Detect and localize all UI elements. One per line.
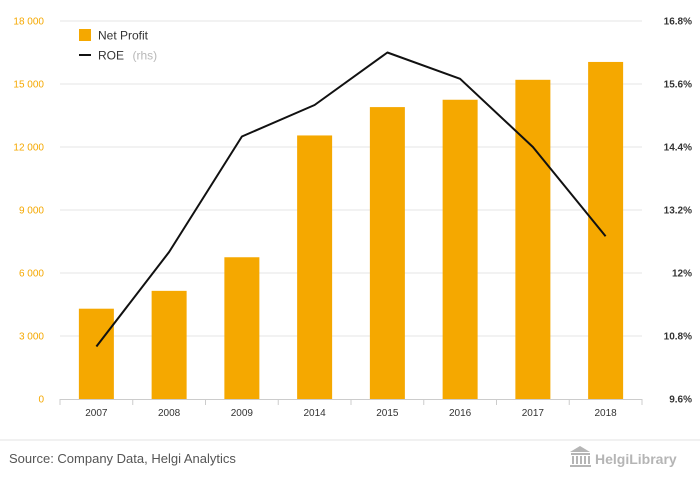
- left-tick-label: 18 000: [13, 17, 44, 28]
- right-tick-label: 14.4%: [664, 143, 692, 154]
- left-tick-label: 12 000: [13, 143, 44, 154]
- roe-line-series: [95, 51, 607, 348]
- right-axis-ticks: 9.6% 10.8% 12% 13.2% 14.4% 15.6% 16.8%: [664, 17, 692, 406]
- left-tick-label: 9 000: [19, 206, 44, 217]
- bar-net-profit-2016: [442, 99, 478, 399]
- x-tick-label: 2018: [595, 408, 618, 419]
- bar-net-profit-2009: [224, 257, 260, 399]
- bar-net-profit-2015: [369, 107, 405, 399]
- x-axis: 2007 2008 2009 2014 2015 2016 2017 2018: [59, 399, 643, 419]
- x-tick-label: 2014: [304, 408, 327, 419]
- left-tick-label: 6 000: [19, 269, 44, 280]
- legend-roe-text: ROE (rhs): [98, 47, 157, 64]
- legend-roe-suffix: (rhs): [132, 49, 157, 63]
- net-profit-bars: [78, 61, 624, 400]
- bar-net-profit-2014: [297, 135, 333, 399]
- right-tick-label: 12%: [672, 269, 692, 280]
- x-tick-label: 2009: [231, 408, 254, 419]
- legend-roe-label: ROE: [98, 49, 124, 63]
- bar-net-profit-2017: [515, 79, 551, 400]
- legend-net-profit-label: Net Profit: [98, 29, 149, 43]
- brand-name: HelgiLibrary: [595, 451, 677, 467]
- bar-net-profit-2008: [151, 290, 187, 399]
- right-tick-label: 13.2%: [664, 206, 692, 217]
- legend: Net Profit ROE (rhs): [79, 29, 157, 64]
- right-tick-label: 10.8%: [664, 332, 692, 343]
- x-tick-label: 2017: [522, 408, 545, 419]
- left-tick-label: 3 000: [19, 332, 44, 343]
- legend-net-profit-swatch: [79, 29, 91, 41]
- left-axis-ticks: 0 3 000 6 000 9 000 12 000 15 000 18 000: [13, 17, 44, 406]
- x-tick-label: 2007: [85, 408, 108, 419]
- x-tick-label: 2015: [376, 408, 399, 419]
- x-tick-label: 2008: [158, 408, 181, 419]
- left-tick-label: 15 000: [13, 80, 44, 91]
- right-tick-label: 16.8%: [664, 17, 692, 28]
- roe-line: [95, 51, 607, 348]
- left-tick-label: 0: [38, 395, 44, 406]
- library-building-icon: [570, 446, 591, 467]
- bar-net-profit-2018: [588, 61, 624, 399]
- gridlines: [60, 20, 642, 337]
- bar-net-profit-2007: [78, 308, 114, 399]
- right-tick-label: 9.6%: [669, 395, 692, 406]
- source-note: Source: Company Data, Helgi Analytics: [9, 451, 236, 466]
- helgi-library-logo: HelgiLibrary: [570, 446, 677, 467]
- x-tick-label: 2016: [449, 408, 472, 419]
- right-tick-label: 15.6%: [664, 80, 692, 91]
